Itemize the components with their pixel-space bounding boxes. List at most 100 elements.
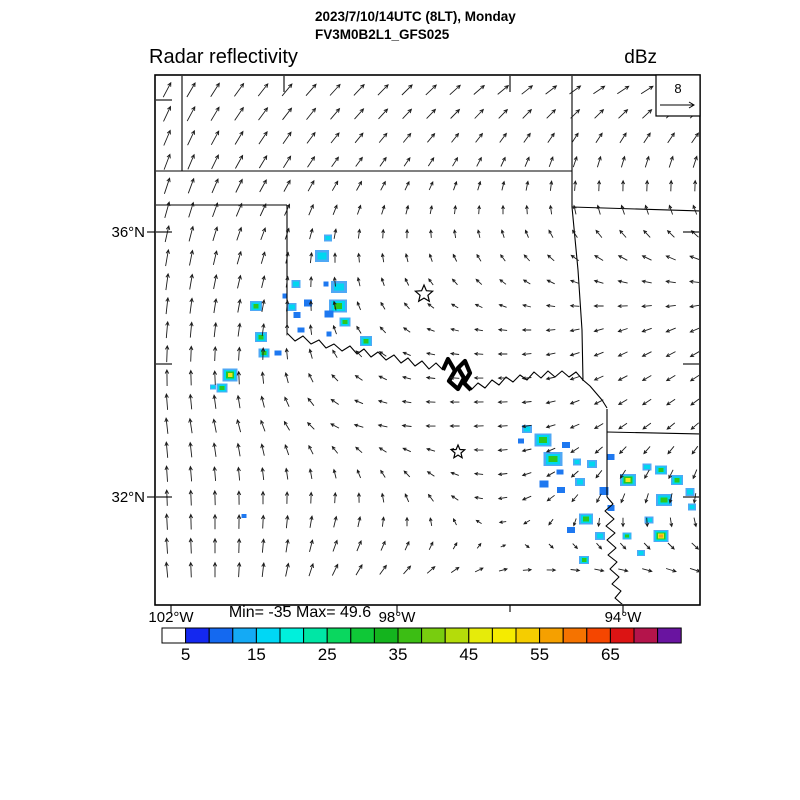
wind-arrow [330,132,340,144]
wind-arrow [473,376,484,380]
wind-arrow [164,465,169,482]
wind-arrow [260,419,266,432]
wind-arrow [593,328,604,333]
wind-arrow [450,108,461,119]
wind-arrow [189,345,194,362]
wind-arrow [595,132,603,144]
colorbar-cell [421,627,446,644]
wind-arrow [500,229,505,238]
axis-label-layer: 36°N 32°N 102°W 98°W 94°W [111,224,642,626]
wind-arrow [284,227,290,240]
wind-arrow [476,156,482,167]
colorbar-tick-label: 5 [181,645,190,664]
radar-echo [522,425,532,433]
wind-arrow [164,224,171,243]
wind-arrow [261,299,266,312]
wind-arrow [667,132,675,144]
wind-arrow [186,105,196,122]
wind-arrow [641,351,652,357]
colorbar-cell [515,627,541,644]
wind-arrow [188,513,194,530]
wind-arrow [428,541,434,550]
radar-echo [518,438,524,444]
wind-arrow [521,472,532,477]
wind-arrow [332,468,337,479]
radar-echo [297,327,305,333]
wind-arrow [593,304,604,308]
wind-arrow [330,423,340,429]
wind-arrow [640,85,654,95]
wind-arrow [425,351,436,356]
wind-arrow [453,180,458,191]
wind-arrow [474,495,483,500]
radar-echo [255,332,267,342]
wind-arrow [450,566,460,573]
wind-arrow [619,132,627,144]
wind-arrow [237,274,242,289]
wind-arrow [645,517,650,528]
wind-arrow [212,250,218,266]
wind-arrow [189,297,194,314]
radar-echo [644,516,654,524]
wind-arrow [641,327,652,333]
wind-arrow [257,83,269,97]
radar-echo [562,442,570,448]
radar-echo [258,348,270,358]
wind-arrow [163,105,171,122]
wind-arrow [477,180,482,191]
wind-arrow [260,443,265,456]
wind-arrow [333,515,338,528]
wind-arrow [332,276,337,287]
plot-frame [154,74,701,606]
wind-arrow [305,83,317,96]
radar-echo [324,234,332,242]
wind-arrow [401,423,412,428]
wind-arrow [452,542,458,550]
wind-arrow [596,155,602,168]
wind-arrow [521,328,532,332]
wind-arrow [163,129,171,146]
wind-arrow [569,352,580,357]
colorbar-cell [444,627,470,644]
state-border [571,206,584,382]
wind-arrow [308,562,314,577]
state-border [470,370,608,409]
wind-arrow [282,131,292,145]
wind-arrow [402,132,412,143]
wind-arrow [425,84,437,96]
wind-arrow [380,252,385,263]
wind-arrow [521,352,532,357]
colorbar-cell [279,627,305,644]
wind-arrow [427,303,435,309]
colorbar-cell [326,627,352,644]
wind-arrow [690,398,699,406]
wind-arrow [331,374,339,382]
wind-arrow [453,204,458,215]
wind-arrow [164,537,169,554]
radar-echo [324,310,334,318]
wind-arrow [163,153,171,170]
wind-arrow [427,157,435,167]
wind-arrow [332,349,338,358]
wind-arrow [644,469,650,479]
wind-arrow [644,155,650,168]
wind-arrow [260,466,265,481]
wind-arrow [189,249,194,266]
radar-echo [250,301,262,311]
wind-arrow [668,469,674,480]
wind-arrow [402,351,411,357]
wind-arrow [596,542,603,550]
wind-arrow [521,424,532,429]
wind-arrow [669,179,674,192]
wind-arrow [665,327,676,333]
wind-arrow [452,156,459,167]
wind-arrow [498,567,508,572]
wind-arrow [261,322,266,337]
wind-arrow [402,375,412,380]
wind-arrow [692,469,698,480]
wind-arrow [545,400,556,405]
wind-arrow [473,472,484,476]
wind-arrow [379,564,387,575]
wind-arrow [309,275,314,288]
